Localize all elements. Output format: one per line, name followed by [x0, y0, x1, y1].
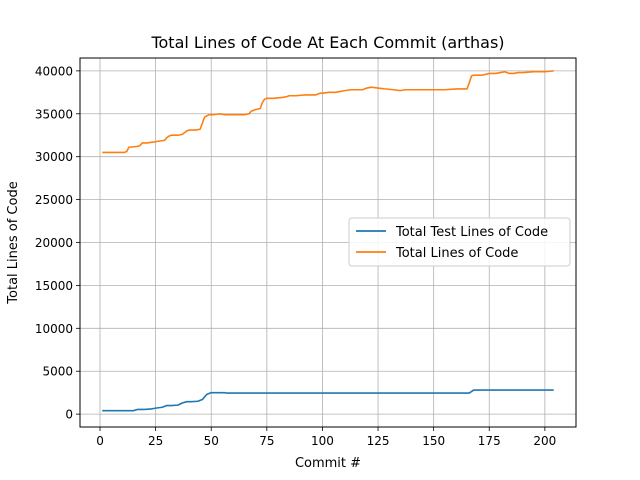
x-axis-label: Commit #	[295, 456, 361, 471]
legend-box	[348, 217, 571, 267]
y-tick-label: 15000	[35, 279, 73, 293]
series-line-0	[102, 389, 554, 412]
series-group	[102, 70, 554, 412]
gridlines	[80, 58, 576, 427]
y-tick-label: 40000	[35, 64, 73, 78]
y-tick-label: 25000	[35, 193, 73, 207]
y-tick-label: 35000	[35, 107, 73, 121]
x-tick-label: 0	[96, 434, 104, 448]
x-tick-label: 175	[478, 434, 501, 448]
chart-title: Total Lines of Code At Each Commit (arth…	[150, 33, 504, 52]
y-tick-label: 30000	[35, 150, 73, 164]
x-tick-label: 100	[311, 434, 334, 448]
y-tick-label: 10000	[35, 322, 73, 336]
x-tick-label: 50	[204, 434, 219, 448]
y-axis-ticks: 0 5000 10000 15000 20000 25000 30000 35000 40000	[35, 64, 80, 422]
legend-label-test-loc: Total Test Lines of Code	[395, 225, 548, 240]
y-tick-label: 0	[65, 408, 73, 422]
y-axis-label: Total Lines of Code	[6, 181, 21, 304]
x-axis-ticks: 0 25 50 75 100 125 150 175 200	[96, 427, 556, 448]
x-tick-label: 125	[367, 434, 390, 448]
x-tick-label: 200	[533, 434, 556, 448]
x-tick-label: 150	[422, 434, 445, 448]
legend: Total Test Lines of Code Total Lines of …	[348, 217, 571, 267]
y-tick-label: 5000	[42, 365, 73, 379]
series-line-1	[102, 70, 554, 154]
x-tick-label: 25	[148, 434, 163, 448]
legend-label-total-loc: Total Lines of Code	[395, 246, 518, 261]
y-tick-label: 20000	[35, 236, 73, 250]
x-tick-label: 75	[259, 434, 274, 448]
